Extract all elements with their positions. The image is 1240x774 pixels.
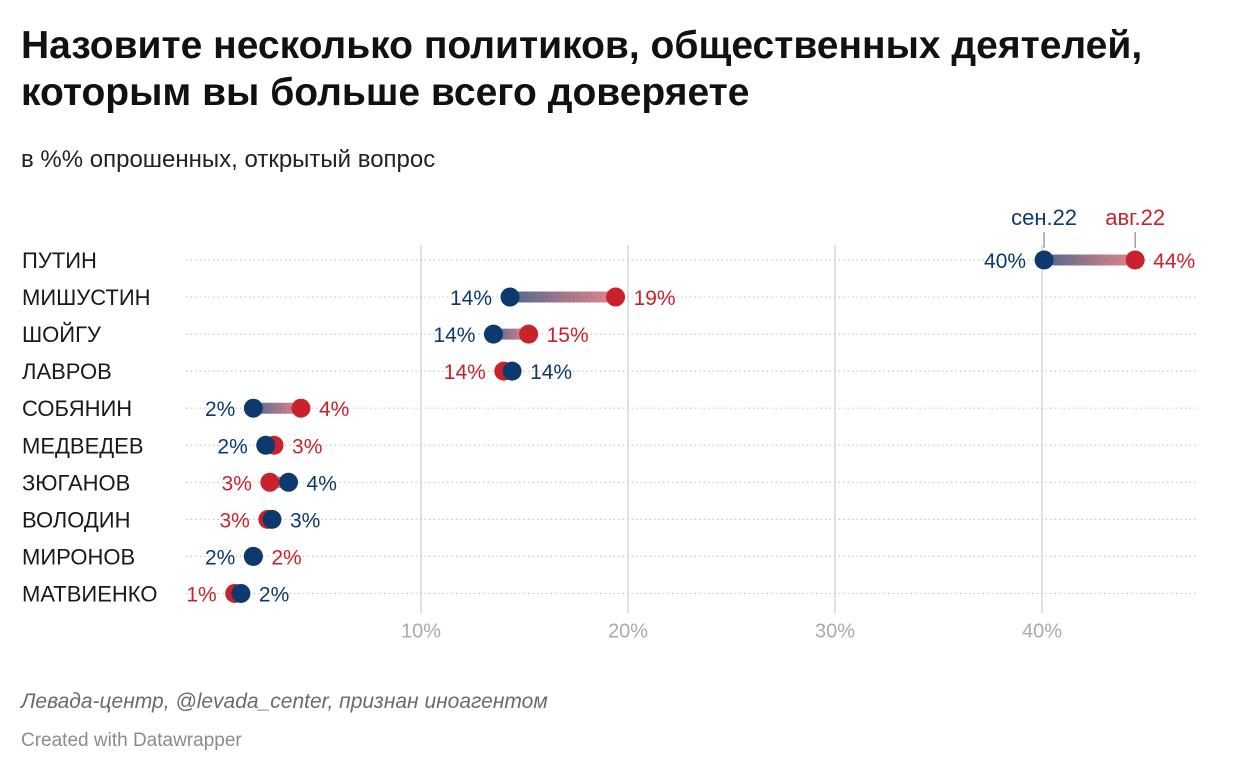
value-label-aug: 19%: [634, 287, 676, 310]
x-tick-label: 40%: [1022, 620, 1062, 642]
dot-sep: [1034, 250, 1054, 270]
dot-sep: [483, 324, 503, 344]
value-label-aug: 2%: [271, 546, 301, 569]
grid-layer: [420, 245, 1043, 614]
row-label: СОБЯНИН: [22, 396, 132, 421]
credit-link[interactable]: Created with Datawrapper: [21, 730, 242, 751]
row-label: МАТВИЕНКО: [22, 581, 157, 606]
row-5: МЕДВЕДЕВ 2% 3%: [22, 433, 1196, 458]
dot-aug: [606, 287, 626, 307]
value-label-aug: 3%: [292, 435, 322, 458]
row-label: МЕДВЕДЕВ: [22, 433, 144, 458]
dot-sep: [262, 509, 282, 529]
value-label-aug: 3%: [222, 472, 252, 495]
value-label-aug: 44%: [1153, 250, 1195, 273]
dot-sep: [279, 472, 299, 492]
legend-layer: сен.22 авг.22: [1011, 205, 1165, 248]
value-label-sep: 14%: [530, 361, 572, 384]
row-label: ШОЙГУ: [22, 322, 102, 347]
legend-label-sep: сен.22: [1011, 205, 1077, 230]
value-label-sep: 14%: [450, 287, 492, 310]
value-label-sep: 40%: [984, 250, 1026, 273]
value-label-sep: 2%: [205, 546, 235, 569]
dot-aug: [519, 324, 539, 344]
x-axis-ticks: 10% 20% 30% 40%: [401, 620, 1062, 642]
row-2: ШОЙГУ 14% 15%: [22, 322, 1196, 347]
row-3: ЛАВРОВ 14% 14%: [22, 359, 1196, 384]
row-label: МИШУСТИН: [22, 285, 151, 310]
dot-sep: [243, 398, 263, 418]
row-1: МИШУСТИН 14% 19%: [22, 285, 1196, 310]
value-label-aug: 4%: [319, 398, 349, 421]
dot-range-chart: ПУТИН 40% 44% МИШУСТИН 14% 19% ШОЙГУ 14% 15% ЛАВР…: [22, 205, 1196, 642]
chart-subtitle: в %% опрошенных, открытый вопрос: [21, 146, 436, 173]
dot-aug: [260, 472, 280, 492]
x-tick-label: 10%: [401, 620, 441, 642]
rows-layer: ПУТИН 40% 44% МИШУСТИН 14% 19% ШОЙГУ 14% 15% ЛАВР…: [22, 248, 1196, 606]
dot-sep: [243, 546, 263, 566]
chart-title: Назовите несколько политиков, общественн…: [21, 24, 1143, 114]
row-7: ВОЛОДИН 3% 3%: [22, 507, 1196, 532]
value-label-aug: 3%: [219, 509, 249, 532]
value-label-sep: 2%: [205, 398, 235, 421]
row-label: ВОЛОДИН: [22, 507, 130, 532]
dot-aug: [1125, 250, 1145, 270]
value-label-sep: 2%: [259, 583, 289, 606]
row-0: ПУТИН 40% 44%: [22, 248, 1196, 273]
row-label: МИРОНОВ: [22, 544, 135, 569]
value-label-sep: 14%: [433, 324, 475, 347]
value-label-aug: 15%: [547, 324, 589, 347]
dot-sep: [500, 287, 520, 307]
row-label: ЗЮГАНОВ: [22, 470, 130, 495]
source-notes: Левада-центр, @levada_center, признан ин…: [21, 690, 548, 713]
dot-sep: [256, 435, 276, 455]
row-9: МАТВИЕНКО 1% 2%: [22, 581, 1196, 606]
value-label-sep: 2%: [217, 435, 247, 458]
legend-label-aug: авг.22: [1105, 205, 1165, 230]
row-label: ПУТИН: [22, 248, 97, 273]
dot-sep: [502, 361, 522, 381]
row-label: ЛАВРОВ: [22, 359, 112, 384]
value-label-sep: 3%: [290, 509, 320, 532]
value-label-aug: 14%: [444, 361, 486, 384]
dot-sep: [231, 583, 251, 603]
value-label-aug: 1%: [186, 583, 216, 606]
row-4: СОБЯНИН 2% 4%: [22, 396, 1196, 421]
value-label-sep: 4%: [307, 472, 337, 495]
dot-aug: [291, 398, 311, 418]
x-tick-label: 30%: [815, 620, 855, 642]
x-tick-label: 20%: [608, 620, 648, 642]
row-6: ЗЮГАНОВ 3% 4%: [22, 470, 1196, 495]
row-8: МИРОНОВ 2% 2%: [22, 544, 1196, 569]
